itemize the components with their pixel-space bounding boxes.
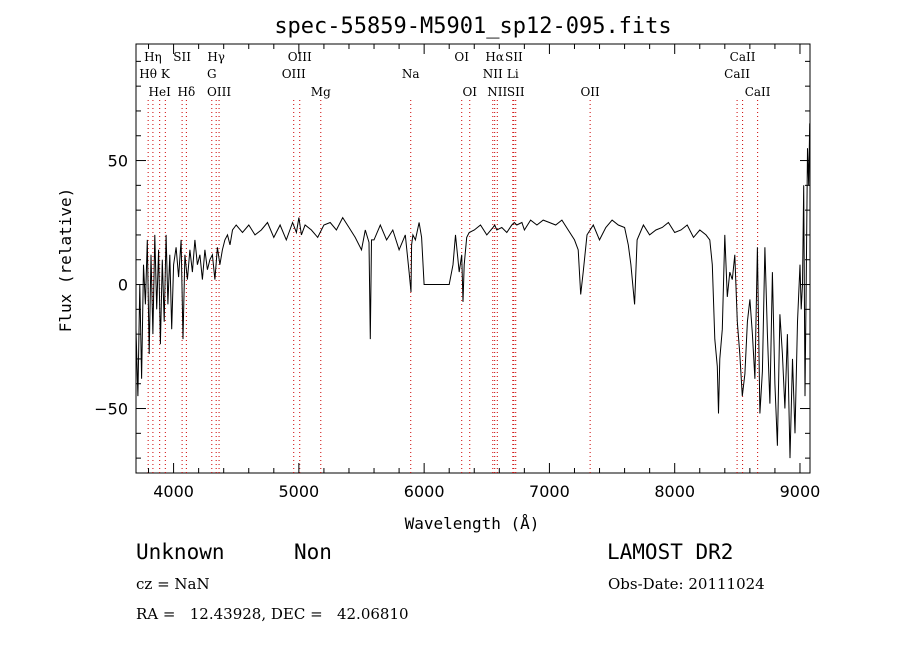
obs-date: Obs-Date: 20111024 — [608, 575, 765, 593]
marker-label-17: NII — [483, 67, 503, 81]
marker-label-2: HeI — [149, 85, 172, 99]
x-tick-label-0: 4000 — [153, 482, 194, 501]
coordinates: RA = 12.43928, DEC = 42.06810 — [136, 605, 409, 623]
survey-name: LAMOST DR2 — [607, 540, 734, 564]
marker-label-11: Mg — [311, 85, 331, 99]
x-tick-label-1: 5000 — [279, 482, 320, 501]
plot-frame — [135, 43, 811, 474]
marker-label-3: SII — [173, 50, 191, 64]
marker-label-14: OI — [462, 85, 477, 99]
marker-label-0: Hη — [144, 50, 162, 64]
y-tick-label-0: −50 — [94, 400, 128, 419]
redshift-cz: cz = NaN — [136, 575, 210, 593]
x-tick-label-5: 9000 — [780, 482, 821, 501]
x-tick-label-3: 7000 — [529, 482, 570, 501]
marker-label-7: G — [207, 67, 217, 81]
marker-label-22: CaII — [730, 50, 756, 64]
marker-label-12: Na — [402, 67, 420, 81]
y-tick-label-2: 50 — [108, 152, 128, 171]
marker-label-6: Hγ — [207, 50, 225, 64]
marker-label-18: Li — [507, 67, 519, 81]
tick-labels: 4000 5000 6000 7000 8000 9000 −50 0 50 — [94, 152, 820, 501]
marker-label-21: OII — [580, 85, 600, 99]
marker-label-16: SII — [505, 50, 523, 64]
x-axis-label: Wavelength (Å) — [405, 514, 540, 533]
marker-label-24: CaII — [745, 85, 771, 99]
marker-label-19: NII — [487, 85, 507, 99]
marker-label-5: Hδ — [178, 85, 196, 99]
y-tick-label-1: 0 — [118, 276, 128, 295]
axis-ticks — [136, 44, 810, 473]
y-axis-label: Flux (relative) — [56, 188, 75, 333]
object-class: Unknown — [136, 540, 225, 564]
x-tick-label-2: 6000 — [404, 482, 445, 501]
spectrum-line — [135, 123, 811, 459]
object-subclass: Non — [294, 540, 332, 564]
x-tick-label-4: 8000 — [654, 482, 695, 501]
marker-label-10: OIII — [282, 67, 306, 81]
chart-title: spec-55859-M5901_sp12-095.fits — [274, 14, 671, 39]
marker-label-8: OIII — [207, 85, 231, 99]
spectral-line-markers — [147, 100, 759, 473]
marker-label-20: SII — [507, 85, 525, 99]
marker-label-4: K — [161, 67, 171, 81]
marker-label-23: CaII — [724, 67, 750, 81]
marker-label-15: Hα — [485, 50, 504, 64]
marker-label-13: OI — [454, 50, 469, 64]
marker-label-1: Hθ — [139, 67, 157, 81]
marker-label-9: OIII — [288, 50, 312, 64]
